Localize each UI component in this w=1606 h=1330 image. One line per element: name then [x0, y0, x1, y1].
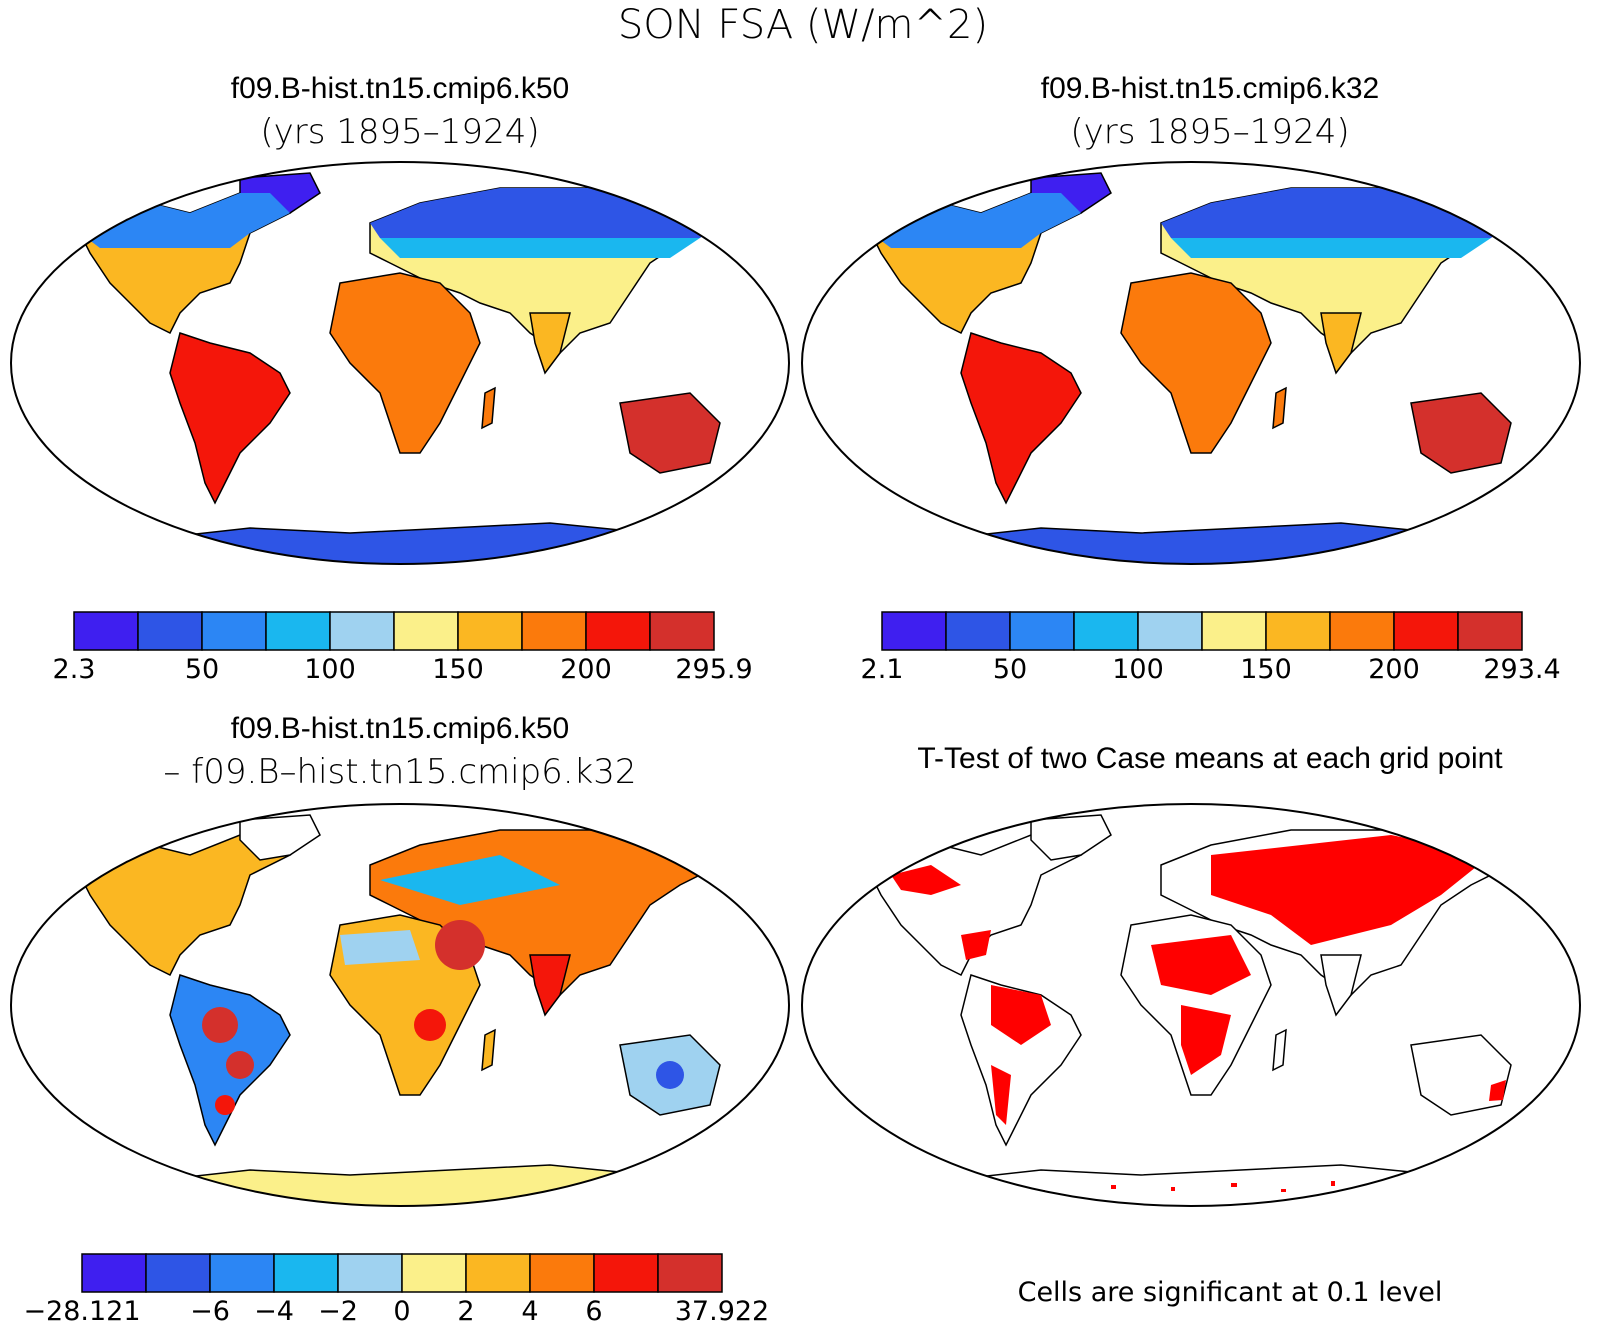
colorbar-swatch — [521, 611, 587, 651]
main-title: SON FSA (W/m^2) — [617, 2, 989, 48]
colorbar-tick-label: 4 — [521, 1296, 539, 1327]
colorbar-k50-ticks: 2.3 50 100 150 200 295.9 — [53, 654, 753, 688]
colorbar-swatch — [585, 611, 651, 651]
colorbar-tick-label: 2.1 — [860, 654, 904, 685]
colorbar-swatch — [81, 1253, 147, 1293]
colorbar-tick-label: −28.121 — [23, 1296, 141, 1327]
colorbar-swatch — [337, 1253, 403, 1293]
colorbar-tick-label: 200 — [560, 654, 612, 685]
colorbar-swatch — [201, 611, 267, 651]
colorbar-tick-label: −6 — [190, 1296, 230, 1327]
colorbar-swatch — [1073, 611, 1139, 651]
colorbar-tick-label: −4 — [254, 1296, 294, 1327]
colorbar-swatch — [1265, 611, 1331, 651]
panel-subtitle-k50: (yrs 1895–1924) — [260, 112, 540, 152]
colorbar-swatch — [1329, 611, 1395, 651]
panel-subtitle-k32: (yrs 1895–1924) — [1070, 112, 1350, 152]
colorbar-swatch — [465, 1253, 531, 1293]
ttest-note: Cells are significant at 0.1 level — [1017, 1277, 1443, 1308]
colorbar-swatch — [1137, 611, 1203, 651]
panel-title-diff: f09.B-hist.tn15.cmip6.k50 — [230, 712, 570, 745]
colorbar-k32 — [881, 611, 1523, 651]
colorbar-swatch — [265, 611, 331, 651]
colorbar-diff-ticks: −28.121 −6 −4 −2 0 2 4 6 37.922 — [23, 1296, 769, 1330]
colorbar-tick-label: 50 — [992, 654, 1028, 685]
colorbar-tick-label: 150 — [1240, 654, 1292, 685]
colorbar-tick-label: 200 — [1368, 654, 1420, 685]
colorbar-tick-label: 100 — [304, 654, 356, 685]
colorbar-swatch — [273, 1253, 339, 1293]
colorbar-diff — [81, 1253, 723, 1293]
panel-title-k32: f09.B-hist.tn15.cmip6.k32 — [1040, 72, 1380, 105]
panel-title-k50: f09.B-hist.tn15.cmip6.k50 — [230, 72, 570, 105]
colorbar-tick-label: 2.3 — [52, 654, 96, 685]
colorbar-swatch — [881, 611, 947, 651]
colorbar-tick-label: 2 — [457, 1296, 475, 1327]
colorbar-swatch — [1393, 611, 1459, 651]
colorbar-swatch — [145, 1253, 211, 1293]
colorbar-swatch — [657, 1253, 723, 1293]
colorbar-swatch — [945, 611, 1011, 651]
colorbar-swatch — [401, 1253, 467, 1293]
colorbar-swatch — [393, 611, 459, 651]
colorbar-swatch — [137, 611, 203, 651]
colorbar-swatch — [73, 611, 139, 651]
colorbar-tick-label: −2 — [318, 1296, 358, 1327]
colorbar-tick-label: 100 — [1112, 654, 1164, 685]
map-diff — [10, 803, 790, 1207]
colorbar-k50 — [73, 611, 715, 651]
colorbar-tick-label: 295.9 — [675, 654, 753, 685]
panel-subtitle-diff: – f09.B–hist.tn15.cmip6.k32 — [163, 752, 637, 792]
map-k50 — [10, 161, 790, 565]
colorbar-swatch — [457, 611, 523, 651]
colorbar-swatch — [1009, 611, 1075, 651]
map-k32 — [801, 161, 1581, 565]
colorbar-k32-ticks: 2.1 50 100 150 200 293.4 — [861, 654, 1561, 688]
colorbar-swatch — [529, 1253, 595, 1293]
colorbar-swatch — [209, 1253, 275, 1293]
colorbar-tick-label: 50 — [184, 654, 220, 685]
colorbar-swatch — [649, 611, 715, 651]
panel-title-ttest: T-Test of two Case means at each grid po… — [917, 742, 1503, 775]
map-ttest — [801, 803, 1581, 1207]
colorbar-swatch — [1201, 611, 1267, 651]
colorbar-tick-label: 293.4 — [1483, 654, 1561, 685]
colorbar-swatch — [329, 611, 395, 651]
colorbar-tick-label: 0 — [393, 1296, 411, 1327]
colorbar-swatch — [593, 1253, 659, 1293]
colorbar-tick-label: 6 — [585, 1296, 603, 1327]
colorbar-swatch — [1457, 611, 1523, 651]
colorbar-tick-label: 150 — [432, 654, 484, 685]
colorbar-tick-label: 37.922 — [674, 1296, 770, 1327]
